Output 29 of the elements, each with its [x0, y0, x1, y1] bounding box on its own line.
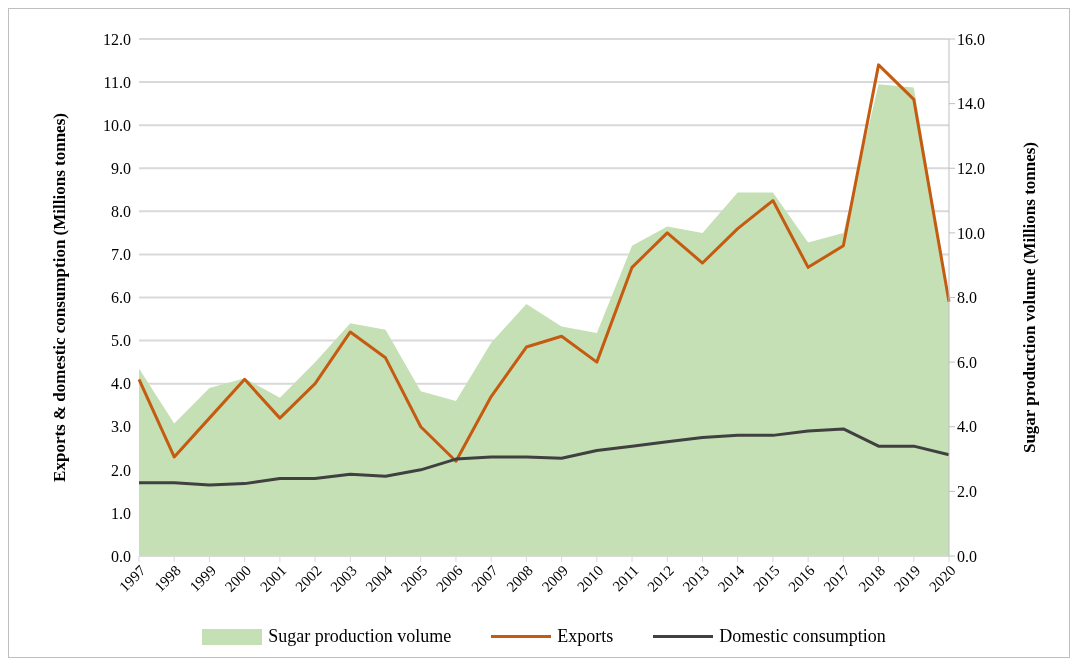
y-tick-label: 3.0 — [111, 418, 131, 436]
y2-tick-label: 10.0 — [957, 224, 985, 242]
y-tick-label: 12.0 — [103, 30, 131, 48]
y2-tick-label: 8.0 — [957, 289, 977, 307]
y-tick-label: 9.0 — [111, 159, 131, 177]
y2-tick-label: 0.0 — [957, 547, 977, 565]
y-tick-label: 6.0 — [111, 289, 131, 307]
y-tick-label: 4.0 — [111, 375, 131, 393]
y-axis-title: Exports & domestic consumption (Millions tonnes) — [50, 113, 70, 482]
y-tick-label: 11.0 — [103, 73, 131, 91]
y-tick-label: 7.0 — [111, 246, 131, 264]
y-tick-label: 10.0 — [103, 116, 131, 134]
y2-tick-label: 14.0 — [957, 95, 985, 113]
line-series — [137, 63, 951, 463]
y2-tick-label: 12.0 — [957, 159, 985, 177]
y2-tick-label: 4.0 — [957, 418, 977, 436]
y2-tick-label: 16.0 — [957, 30, 985, 48]
legend-label: Sugar production volume — [268, 626, 452, 647]
y-tick-label: 1.0 — [111, 504, 131, 522]
legend-label: Exports — [557, 626, 614, 647]
y2-tick-label: 2.0 — [957, 483, 977, 501]
y-tick-label: 2.0 — [111, 461, 131, 479]
y-tick-label: 5.0 — [111, 332, 131, 350]
legend-label: Domestic consumption — [719, 626, 886, 647]
line-series — [137, 427, 951, 487]
y-tick-label: 0.0 — [111, 547, 131, 565]
y2-tick-label: 6.0 — [957, 353, 977, 371]
y-tick-label: 8.0 — [111, 203, 131, 221]
y2-axis-title: Sugar production volume (Millions tonnes) — [1020, 141, 1040, 454]
